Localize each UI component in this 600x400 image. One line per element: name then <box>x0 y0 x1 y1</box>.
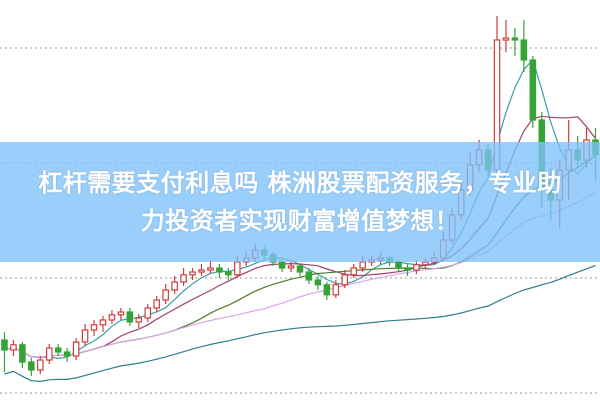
candle-body <box>45 347 53 361</box>
candle-body <box>234 261 241 276</box>
candle-body <box>520 39 528 61</box>
candle-body <box>153 299 161 309</box>
candle-body <box>180 274 187 283</box>
candle-body <box>135 317 143 323</box>
candle-body <box>207 267 214 271</box>
candle-body <box>198 269 205 273</box>
candle-body <box>144 307 152 319</box>
candle-body <box>350 267 358 276</box>
candle-body <box>404 267 411 271</box>
candle-body <box>287 265 295 269</box>
ma60-line <box>4 264 596 383</box>
candle-body <box>126 311 134 323</box>
title-banner: 杠杆需要支付利息吗 株洲股票配资服务，专业助 力投资者实现财富增值梦想！ <box>0 142 600 262</box>
candle-body <box>413 264 420 271</box>
candle-body <box>10 344 17 351</box>
candle-body <box>305 271 313 281</box>
candle-body <box>395 261 402 269</box>
candle-body <box>117 311 125 316</box>
candle-body <box>341 274 349 286</box>
candle-body <box>422 261 429 266</box>
candle-body <box>332 284 340 296</box>
candle-body <box>529 59 537 121</box>
candle-body <box>81 329 89 343</box>
candle-body <box>72 341 80 357</box>
candle-body <box>278 261 286 269</box>
candle-body <box>314 279 322 286</box>
candle-body <box>359 261 366 269</box>
candle-body <box>54 347 62 353</box>
candle-body <box>90 324 98 331</box>
title-line-2: 力投资者实现财富增值梦想！ <box>140 207 460 235</box>
candle-body <box>37 359 44 371</box>
candle-body <box>63 351 71 357</box>
candle-body <box>171 281 178 291</box>
candle-body <box>1 339 8 351</box>
candle-body <box>108 314 116 321</box>
candle-body <box>323 284 331 296</box>
candle-body <box>19 344 26 363</box>
candle-body <box>189 271 196 276</box>
candle-body <box>511 37 519 41</box>
title-line-1: 杠杆需要支付利息吗 株洲股票配资服务，专业助 <box>38 169 562 197</box>
candle-body <box>216 267 223 273</box>
candle-body <box>99 319 107 326</box>
candle-body <box>28 361 35 371</box>
candle-body <box>225 271 232 276</box>
candle-body <box>296 265 304 273</box>
candle-body <box>162 289 169 301</box>
candle-body <box>502 37 510 41</box>
